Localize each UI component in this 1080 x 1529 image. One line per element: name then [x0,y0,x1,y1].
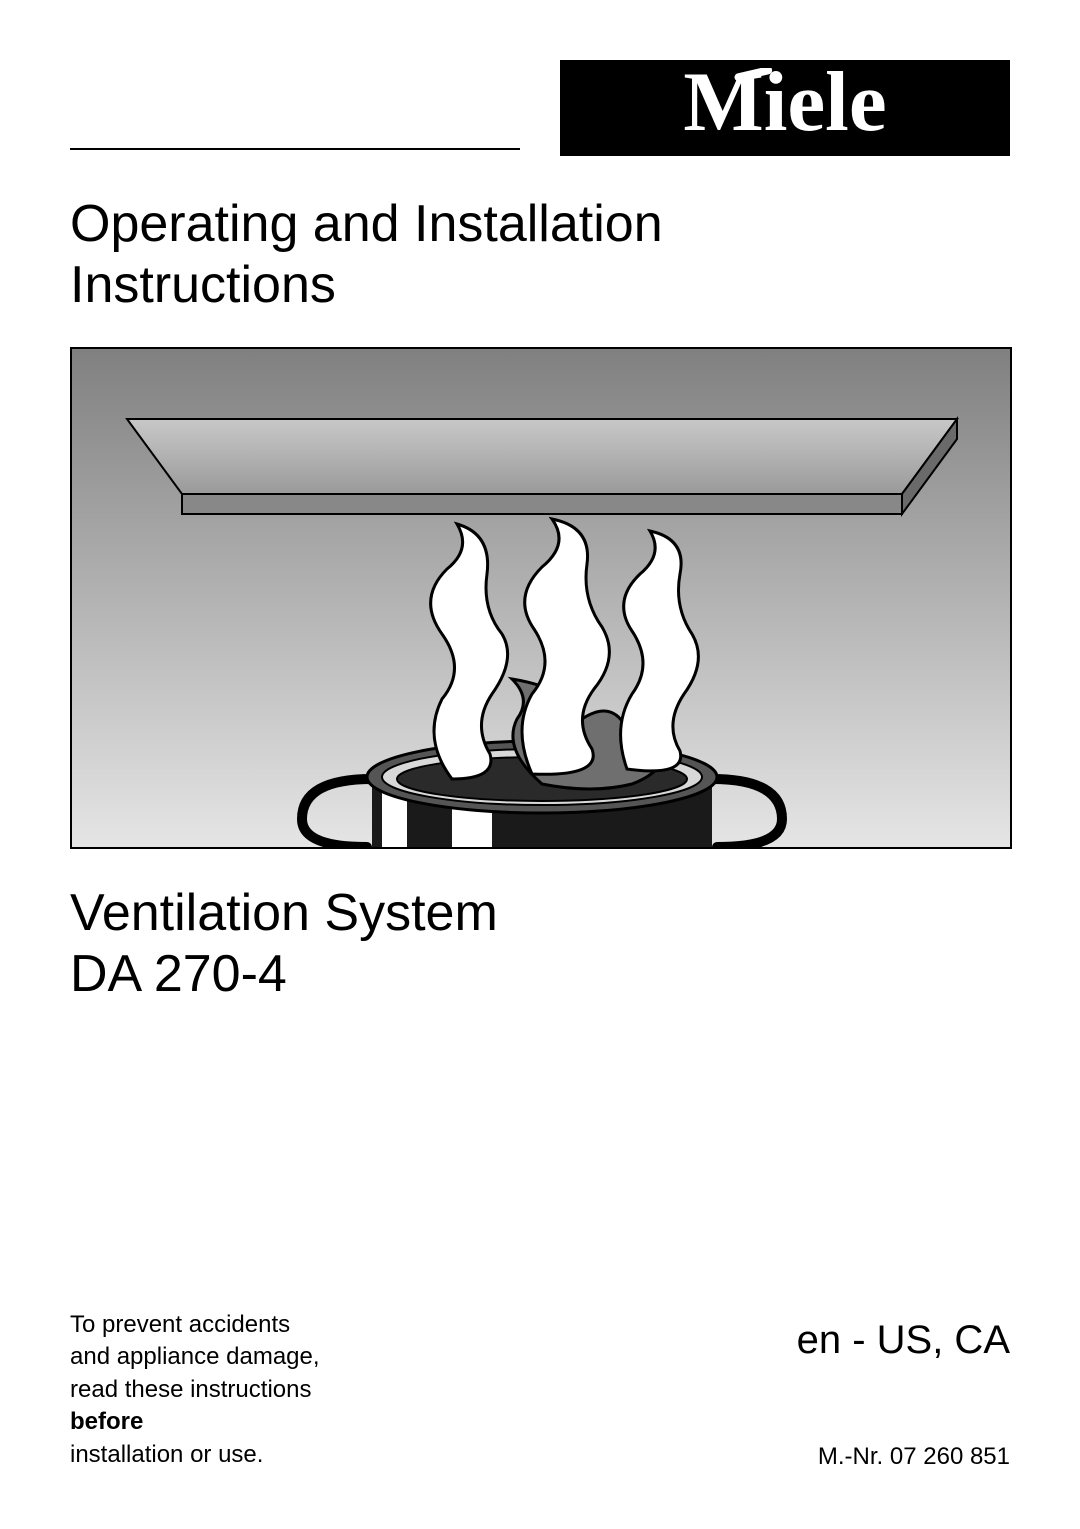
title-line-1: Operating and Installation [70,195,663,253]
document-number: M.-Nr. 07 260 851 [797,1443,1010,1471]
language-code: en - US, CA [797,1318,1010,1363]
subtitle-line-1: Ventilation System [70,884,498,942]
document-title: Operating and Installation Instructions [70,194,1010,317]
hood-front-edge [182,494,902,514]
hood-illustration [72,349,1012,849]
header-rule [70,148,520,150]
footer-warning: To prevent accidents and appliance damag… [70,1309,320,1471]
warning-line-2: and appliance damage, [70,1343,320,1370]
miele-logo-svg: Miele [582,68,988,144]
warning-line-4: before [70,1408,143,1435]
brand-logo: Miele [560,60,1010,156]
hood-top [127,419,957,494]
brand-logo-text: Miele [683,68,886,144]
document-subtitle: Ventilation System DA 270-4 [70,883,1010,1006]
footer: To prevent accidents and appliance damag… [70,1309,1010,1471]
header-row: Miele [70,60,1010,156]
warning-line-3: read these instructions [70,1376,311,1403]
illustration-frame [70,347,1012,849]
footer-right: en - US, CA M.-Nr. 07 260 851 [797,1318,1010,1471]
warning-line-1: To prevent accidents [70,1311,290,1338]
warning-line-5: installation or use. [70,1441,263,1468]
title-line-2: Instructions [70,256,336,314]
subtitle-line-2: DA 270-4 [70,945,287,1003]
